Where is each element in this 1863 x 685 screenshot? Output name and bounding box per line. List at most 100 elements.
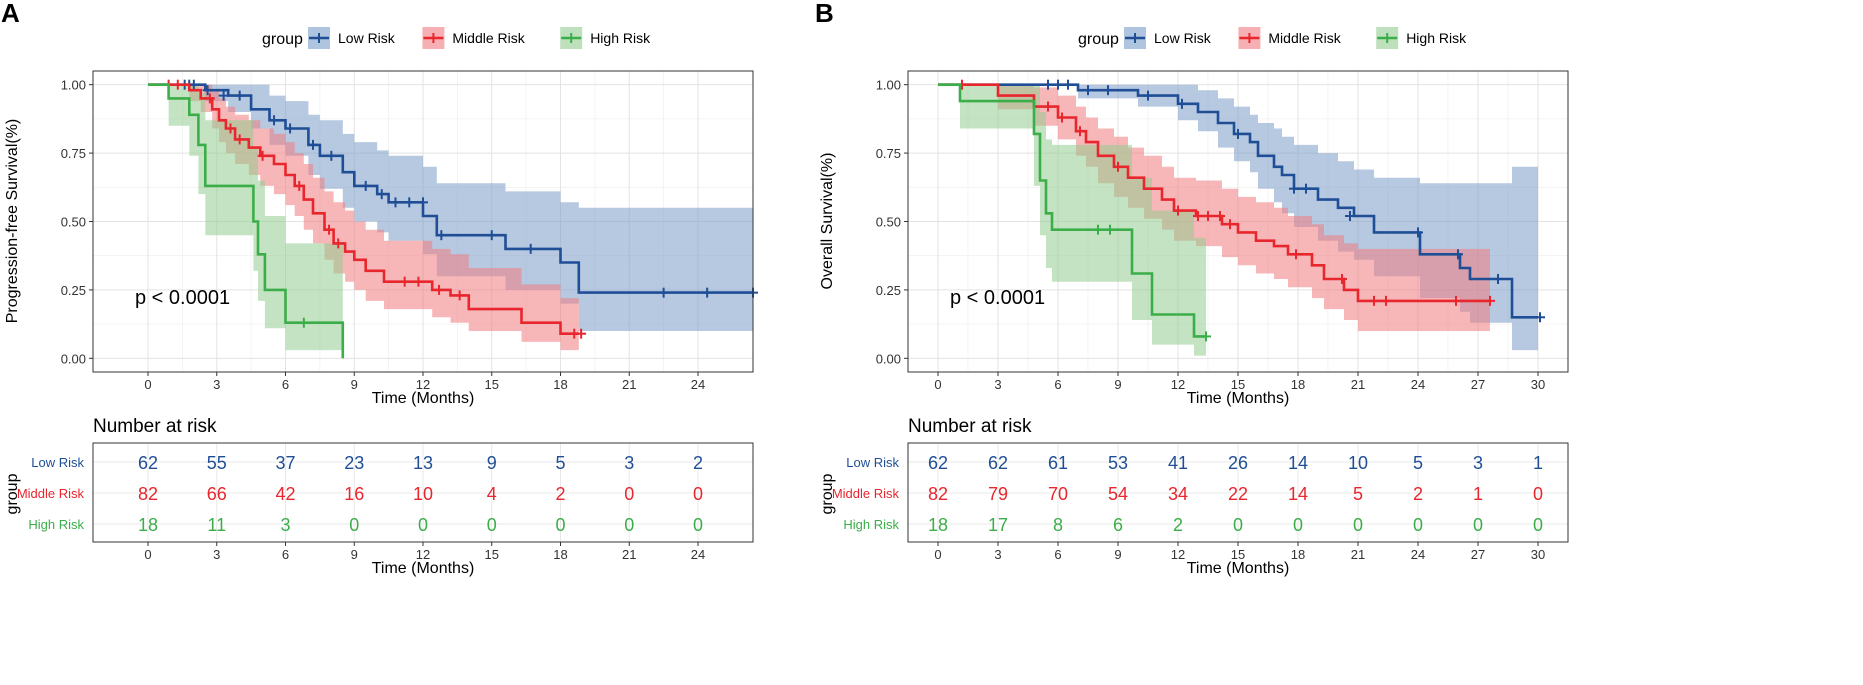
legend-item-low: Low Risk <box>308 27 396 49</box>
censor-mark-low <box>360 180 371 191</box>
censor-mark-middle <box>1173 205 1183 216</box>
legend: group Low Risk Middle Risk High Risk <box>262 27 651 49</box>
x-tick-label: 15 <box>1231 377 1245 392</box>
risk-count: 1 <box>1533 453 1543 473</box>
survival-curve-high <box>938 83 1206 338</box>
risk-count: 14 <box>1288 453 1308 473</box>
risk-count: 2 <box>693 453 703 473</box>
risk-x-tick-label: 12 <box>416 547 430 562</box>
censor-mark-middle <box>1381 295 1391 306</box>
risk-count: 0 <box>349 515 359 535</box>
censor-mark-high <box>1201 331 1211 342</box>
x-tick-label: 18 <box>553 377 567 392</box>
censor-mark-middle <box>399 276 410 287</box>
censor-mark-low <box>486 230 497 241</box>
y-tick-label: 0.25 <box>876 283 901 298</box>
risk-count: 79 <box>988 484 1008 504</box>
censor-mark-low <box>1043 79 1053 90</box>
censor-mark-middle <box>333 238 344 249</box>
censor-mark-low <box>1535 312 1545 323</box>
censor-mark-middle <box>234 134 245 145</box>
risk-row-label: Middle Risk <box>17 486 85 501</box>
risk-count: 17 <box>988 515 1008 535</box>
censor-mark-middle <box>294 180 305 191</box>
risk-x-tick-label: 24 <box>691 547 705 562</box>
risk-count: 5 <box>1413 453 1423 473</box>
risk-row-low: Low Risk 62 62 61 53 41 26 14 10 5 3 1 <box>846 453 1543 473</box>
risk-x-tick-label: 18 <box>553 547 567 562</box>
risk-count: 82 <box>138 484 158 504</box>
plot-area <box>907 70 1569 373</box>
risk-count: 54 <box>1108 484 1128 504</box>
risk-row-middle: Middle Risk 82 79 70 54 34 22 14 5 2 1 0 <box>832 484 1543 504</box>
censor-mark-middle <box>1203 211 1213 222</box>
censor-mark-low <box>285 123 296 134</box>
x-tick-label: 6 <box>1054 377 1061 392</box>
risk-row-label: Middle Risk <box>832 486 900 501</box>
risk-count: 16 <box>344 484 364 504</box>
risk-count: 53 <box>1108 453 1128 473</box>
risk-count: 9 <box>487 453 497 473</box>
risk-count: 2 <box>555 484 565 504</box>
risk-y-axis-title: group <box>4 473 21 514</box>
risk-row-label: Low Risk <box>31 455 84 470</box>
x-tick-label: 18 <box>1291 377 1305 392</box>
x-tick-label: 24 <box>1411 377 1425 392</box>
risk-count: 61 <box>1048 453 1068 473</box>
risk-count: 0 <box>1233 515 1243 535</box>
censor-mark-low <box>218 90 229 101</box>
y-tick-label: 0.75 <box>876 146 901 161</box>
survival-curve-low <box>148 83 753 294</box>
legend-item-middle: Middle Risk <box>422 27 526 49</box>
x-axis-title: Time (Months) <box>372 390 475 407</box>
risk-x-tick-label: 21 <box>622 547 636 562</box>
censor-mark-middle <box>1291 249 1301 260</box>
plot-area <box>92 70 758 373</box>
survival-curve-high <box>148 83 345 359</box>
risk-count: 34 <box>1168 484 1188 504</box>
p-value: p < 0.0001 <box>135 287 230 309</box>
x-tick-label: 3 <box>213 377 220 392</box>
x-tick-label: 6 <box>282 377 289 392</box>
censor-mark-middle <box>225 123 236 134</box>
risk-row-low: Low Risk 62 55 37 23 13 9 5 3 2 <box>31 453 703 473</box>
risk-count: 42 <box>275 484 295 504</box>
x-tick-label: 3 <box>994 377 1001 392</box>
risk-x-tick-label: 3 <box>213 547 220 562</box>
risk-count: 62 <box>928 453 948 473</box>
risk-count: 41 <box>1168 453 1188 473</box>
censor-mark-middle <box>454 290 465 301</box>
ci-band-high <box>148 84 343 359</box>
risk-x-tick-label: 15 <box>485 547 499 562</box>
risk-count: 0 <box>693 515 703 535</box>
risk-row-middle: Middle Risk 82 66 42 16 10 4 2 0 0 <box>17 484 703 504</box>
censor-mark-middle <box>1337 273 1347 284</box>
legend-label: Middle Risk <box>452 30 525 46</box>
risk-x-tick-label: 15 <box>1231 547 1245 562</box>
risk-count: 82 <box>928 484 948 504</box>
x-tick-label: 9 <box>351 377 358 392</box>
censor-mark-low <box>1143 90 1153 101</box>
censor-mark-low <box>269 115 280 126</box>
risk-table-title: Number at risk <box>93 416 217 437</box>
legend-title: group <box>1078 31 1119 48</box>
risk-x-axis-title: Time (Months) <box>1187 560 1290 577</box>
risk-x-tick-label: 0 <box>144 547 151 562</box>
censor-mark-middle <box>1057 112 1067 123</box>
censor-mark-middle <box>1193 211 1203 222</box>
censor-mark-middle <box>204 93 215 104</box>
censor-mark-low <box>1301 183 1311 194</box>
risk-x-tick-label: 9 <box>1114 547 1121 562</box>
legend-label: High Risk <box>1406 30 1467 46</box>
risk-row-high: High Risk 18 11 3 0 0 0 0 0 0 <box>28 515 703 535</box>
risk-x-tick-label: 3 <box>994 547 1001 562</box>
risk-x-tick-label: 12 <box>1171 547 1185 562</box>
censor-mark-low <box>234 90 245 101</box>
risk-count: 66 <box>207 484 227 504</box>
censor-mark-low <box>1053 79 1063 90</box>
x-tick-label: 21 <box>622 377 636 392</box>
ci-band-low <box>148 84 753 331</box>
